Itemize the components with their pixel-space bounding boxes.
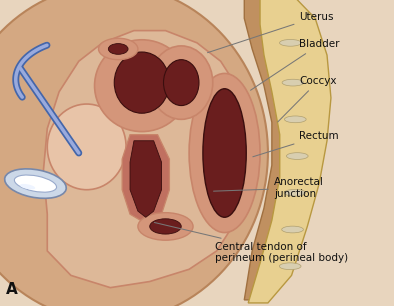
Ellipse shape <box>203 89 246 217</box>
Polygon shape <box>248 0 331 303</box>
Text: Rectum: Rectum <box>253 131 339 157</box>
Ellipse shape <box>282 79 304 86</box>
Ellipse shape <box>98 38 138 60</box>
Ellipse shape <box>138 213 193 240</box>
Ellipse shape <box>284 189 306 196</box>
Ellipse shape <box>0 0 268 306</box>
Polygon shape <box>122 135 169 223</box>
Polygon shape <box>43 31 252 288</box>
Ellipse shape <box>5 169 66 198</box>
Ellipse shape <box>284 116 306 123</box>
Ellipse shape <box>282 226 303 233</box>
Ellipse shape <box>279 39 301 46</box>
Ellipse shape <box>14 175 57 192</box>
Ellipse shape <box>286 153 308 159</box>
Ellipse shape <box>95 40 189 132</box>
Ellipse shape <box>114 52 169 113</box>
Ellipse shape <box>279 263 301 270</box>
Text: Coccyx: Coccyx <box>278 76 337 122</box>
Text: Anorectal
junction: Anorectal junction <box>214 177 324 199</box>
Ellipse shape <box>20 184 35 189</box>
Ellipse shape <box>108 44 128 54</box>
Text: Uterus: Uterus <box>208 12 334 53</box>
Ellipse shape <box>150 219 181 234</box>
Ellipse shape <box>150 46 213 119</box>
Text: Bladder: Bladder <box>251 39 340 90</box>
Text: A: A <box>6 282 18 297</box>
Ellipse shape <box>47 104 126 190</box>
Text: Central tendon of
perineum (perineal body): Central tendon of perineum (perineal bod… <box>154 222 348 263</box>
Ellipse shape <box>189 73 260 233</box>
Polygon shape <box>130 141 162 217</box>
Polygon shape <box>244 0 323 300</box>
Ellipse shape <box>164 60 199 106</box>
